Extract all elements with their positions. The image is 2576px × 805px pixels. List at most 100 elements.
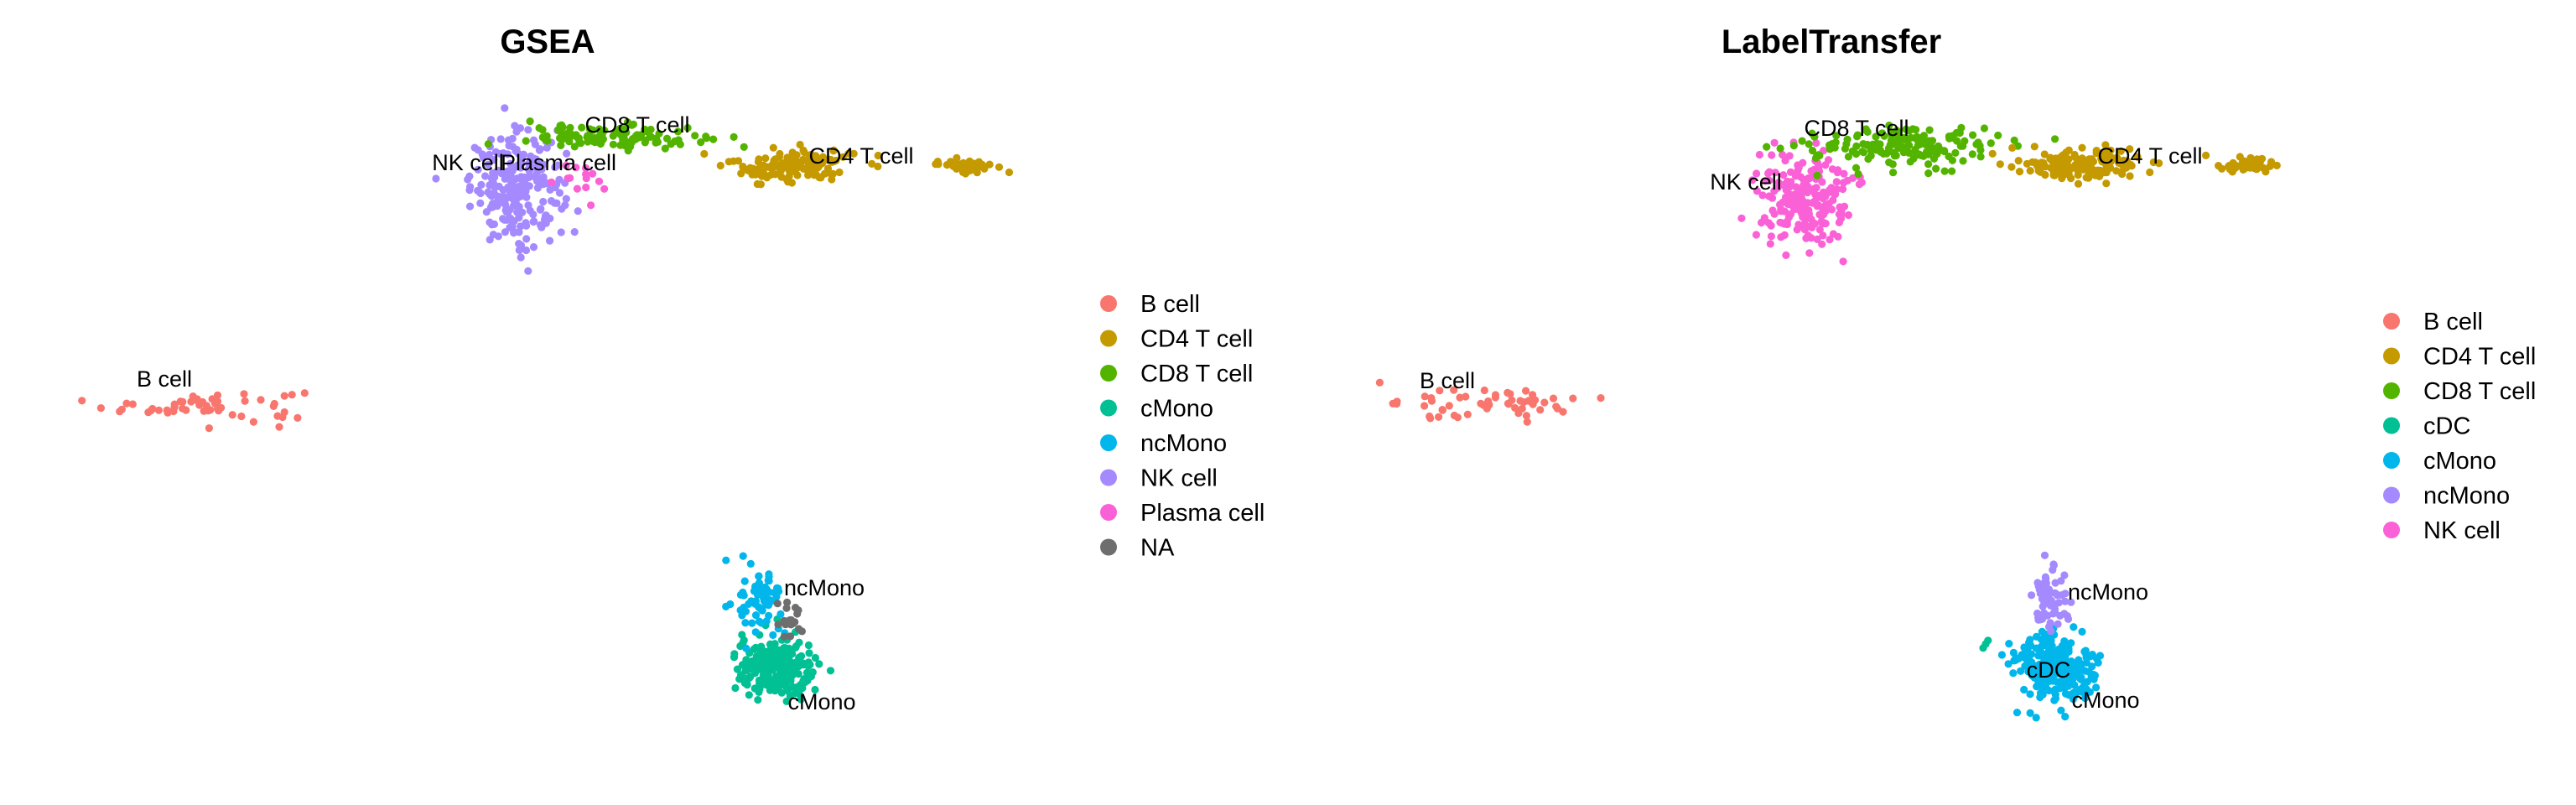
cell-point bbox=[495, 193, 502, 200]
cell-point bbox=[2202, 152, 2210, 159]
cell-point bbox=[2095, 659, 2102, 667]
cell-point bbox=[2083, 174, 2090, 181]
cell-point bbox=[1859, 140, 1867, 148]
cell-point bbox=[281, 392, 288, 400]
cell-point bbox=[1783, 186, 1790, 194]
cell-point bbox=[1446, 402, 1453, 409]
cell-point bbox=[817, 174, 824, 181]
gsea-label-cd8: CD8 T cell bbox=[584, 112, 689, 138]
cell-point bbox=[1799, 221, 1806, 229]
cell-point bbox=[506, 142, 513, 149]
cell-point bbox=[541, 216, 548, 223]
cell-point bbox=[785, 164, 792, 171]
cell-point bbox=[582, 184, 589, 191]
cell-point bbox=[2055, 599, 2063, 606]
cell-point bbox=[747, 661, 755, 668]
labeltransfer-title: LabelTransfer bbox=[1722, 23, 1941, 60]
cell-point bbox=[751, 584, 759, 591]
cell-point bbox=[2096, 652, 2104, 659]
cell-point bbox=[1798, 192, 1805, 200]
cell-point bbox=[717, 162, 724, 169]
cell-point bbox=[752, 611, 760, 619]
cell-point bbox=[1841, 145, 1849, 153]
cell-point bbox=[1795, 164, 1803, 171]
cell-point bbox=[2239, 158, 2246, 166]
cell-point bbox=[803, 677, 811, 684]
cell-point bbox=[2035, 583, 2043, 590]
cell-point bbox=[1756, 151, 1763, 158]
cell-point bbox=[2047, 619, 2054, 626]
cell-point bbox=[558, 122, 565, 129]
cell-point bbox=[600, 185, 608, 193]
cell-point bbox=[2085, 668, 2093, 676]
cell-point bbox=[1994, 132, 2002, 139]
cell-point bbox=[558, 205, 565, 213]
cell-point bbox=[2017, 667, 2024, 675]
cell-point bbox=[1905, 142, 1913, 149]
cell-point bbox=[539, 126, 547, 133]
cell-point bbox=[943, 161, 951, 169]
cell-point bbox=[1891, 149, 1898, 157]
cell-point bbox=[557, 142, 564, 149]
cell-point bbox=[703, 134, 710, 142]
cell-point bbox=[2069, 164, 2076, 172]
cell-point bbox=[2031, 143, 2038, 150]
cell-point bbox=[524, 126, 532, 133]
cell-point bbox=[97, 404, 105, 412]
cell-point bbox=[2013, 709, 2021, 716]
cell-point bbox=[2033, 645, 2040, 652]
lt-label-ncmono: ncMono bbox=[2068, 579, 2148, 605]
cell-point bbox=[1912, 126, 1919, 133]
cell-point bbox=[766, 596, 774, 604]
cell-point bbox=[766, 164, 774, 171]
cell-point bbox=[275, 423, 283, 431]
cell-point bbox=[1805, 174, 1813, 182]
cell-point bbox=[571, 228, 579, 236]
cell-point bbox=[524, 201, 532, 209]
legend-key bbox=[2383, 522, 2400, 538]
cell-point bbox=[740, 143, 748, 151]
cell-point bbox=[1869, 141, 1877, 148]
cell-point bbox=[812, 654, 819, 662]
cell-point bbox=[1877, 147, 1884, 154]
cell-point bbox=[1852, 143, 1860, 150]
cell-point bbox=[1959, 157, 1966, 164]
cell-point bbox=[1821, 161, 1829, 169]
cell-point bbox=[2051, 609, 2059, 616]
legend-key bbox=[1100, 400, 1117, 417]
gsea-label-cd4: CD4 T cell bbox=[808, 143, 913, 169]
cell-point bbox=[2009, 669, 2017, 677]
cell-point bbox=[2215, 162, 2222, 169]
cell-point bbox=[2062, 148, 2070, 156]
gsea-label-nk: NK cell bbox=[432, 150, 504, 175]
cell-point bbox=[2033, 714, 2040, 721]
cell-point bbox=[466, 203, 474, 210]
cell-point bbox=[2253, 155, 2261, 163]
cell-point bbox=[1984, 636, 1992, 644]
cell-point bbox=[765, 612, 772, 620]
cell-point bbox=[288, 391, 296, 398]
cell-point bbox=[2047, 154, 2054, 162]
cell-point bbox=[539, 198, 547, 205]
cell-point bbox=[2232, 162, 2240, 169]
cell-point bbox=[1839, 185, 1846, 193]
cell-point bbox=[1005, 169, 1013, 176]
cell-point bbox=[495, 232, 502, 240]
cell-point bbox=[626, 143, 634, 150]
cell-point bbox=[2020, 686, 2028, 693]
cell-point bbox=[281, 408, 288, 416]
lt-label-cd8: CD8 T cell bbox=[1804, 116, 1909, 141]
cell-point bbox=[1768, 151, 1775, 158]
cell-point bbox=[756, 657, 764, 664]
cell-point bbox=[709, 136, 717, 143]
cell-point bbox=[1969, 132, 1976, 139]
cell-point bbox=[803, 669, 811, 677]
cell-point bbox=[1765, 219, 1773, 226]
cell-point bbox=[2041, 171, 2049, 179]
cell-point bbox=[2027, 167, 2034, 174]
cell-point bbox=[1481, 387, 1488, 394]
legend-label: cMono bbox=[1140, 396, 1213, 423]
cell-point bbox=[1569, 395, 1576, 402]
legend-label: CD4 T cell bbox=[1140, 326, 1253, 353]
cell-point bbox=[1831, 190, 1838, 197]
